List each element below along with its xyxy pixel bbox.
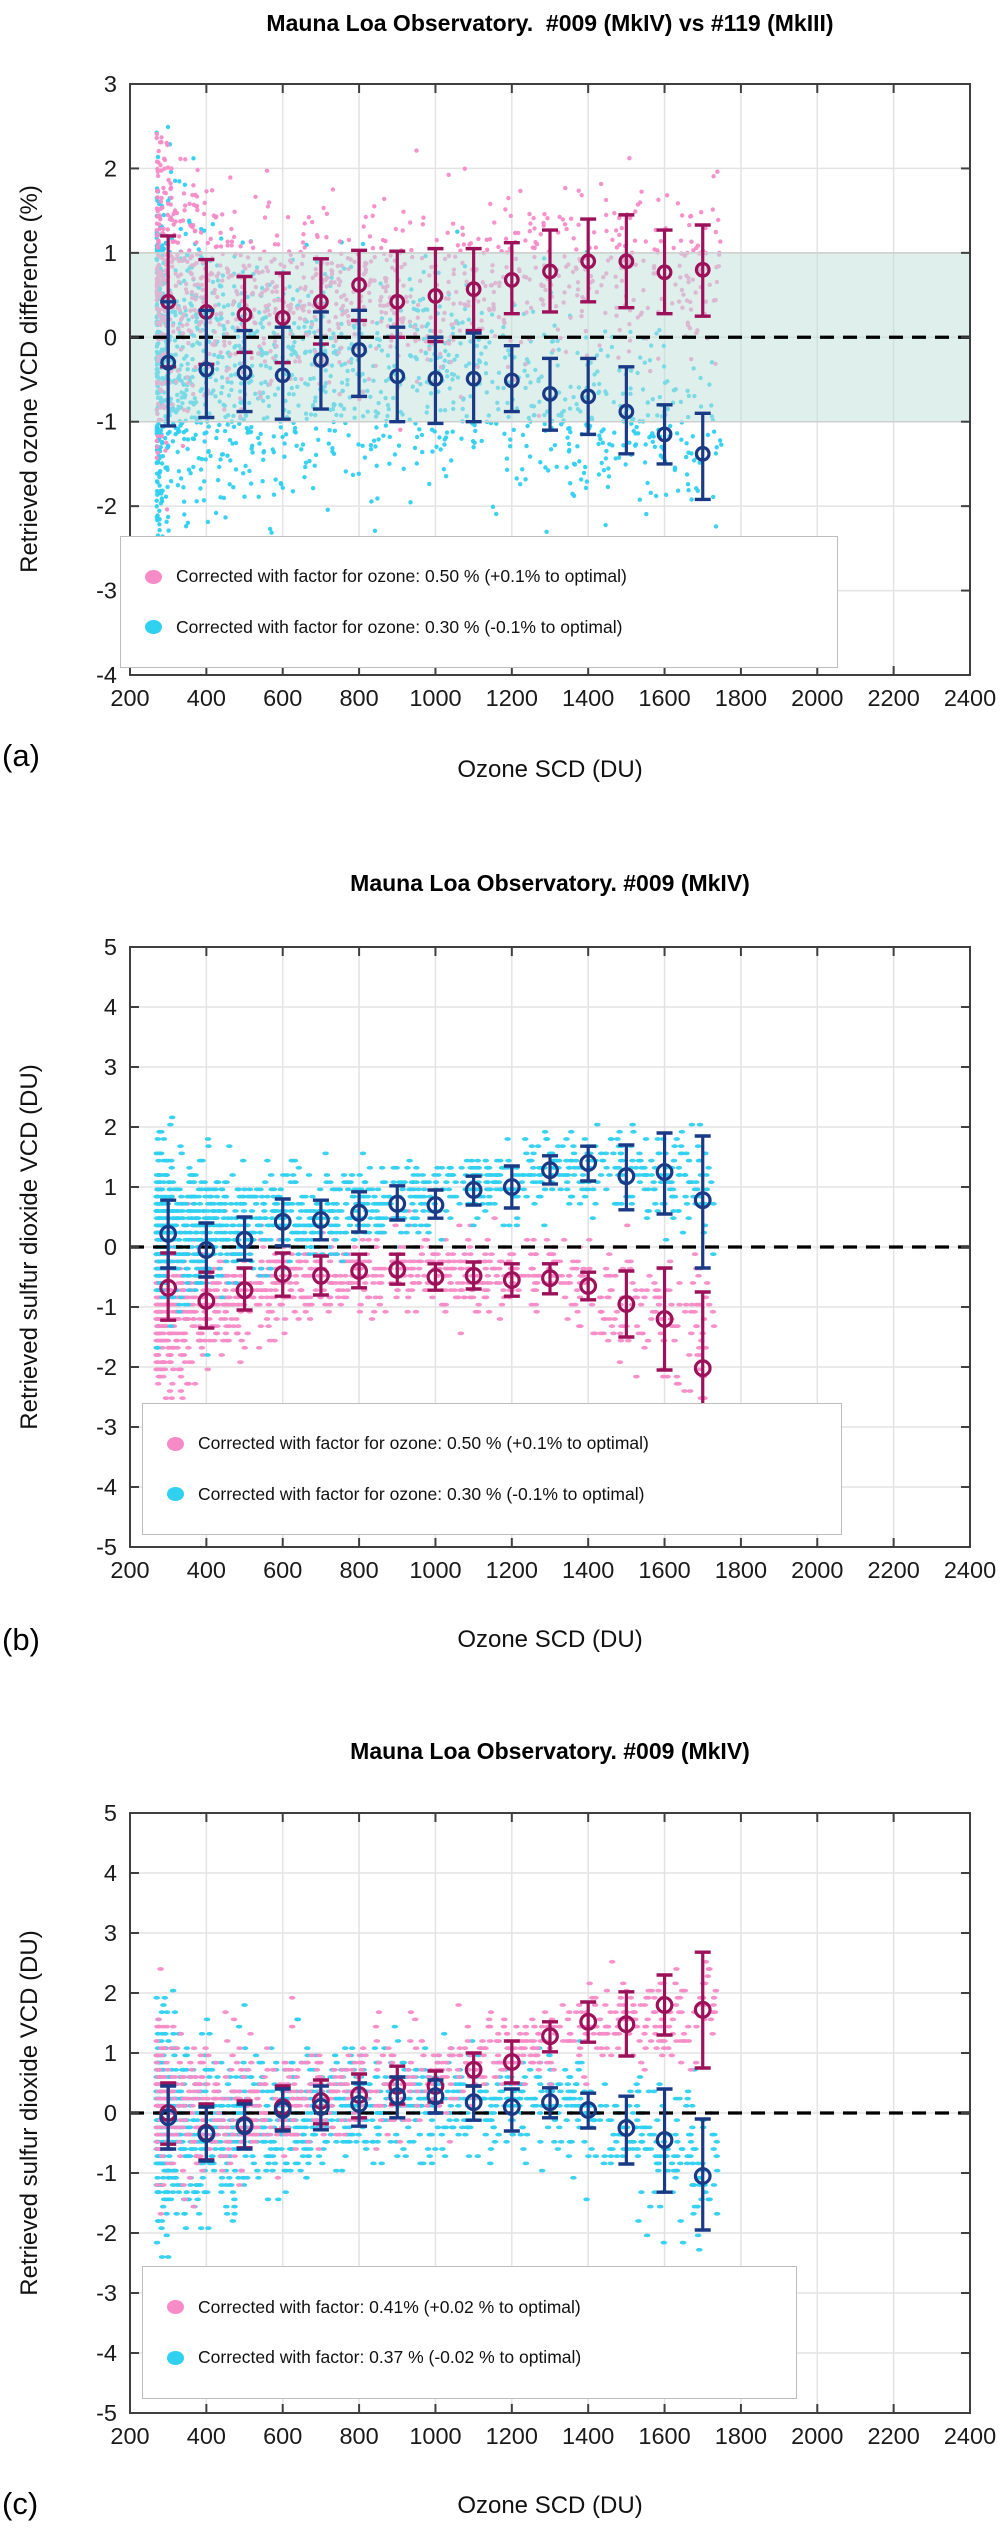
svg-text:-3: -3: [96, 578, 117, 604]
panel-b-legend: Corrected with factor for ozone: 0.50 % …: [142, 1403, 842, 1535]
panel-c-letter: (c): [2, 2486, 39, 2521]
pink-series-marker-icon: [145, 569, 162, 584]
svg-text:-4: -4: [96, 662, 117, 688]
legend-row: Corrected with factor: 0.41% (+0.02 % to…: [167, 2297, 796, 2318]
legend-row: Corrected with factor: 0.37 % (-0.02 % t…: [167, 2347, 796, 2368]
cyan-series-marker-icon: [167, 1487, 184, 1502]
svg-text:0: 0: [104, 324, 117, 350]
svg-text:1: 1: [104, 240, 117, 266]
legend-label: Corrected with factor for ozone: 0.30 % …: [198, 1483, 645, 1504]
legend-label: Corrected with factor for ozone: 0.30 % …: [176, 616, 623, 637]
svg-text:200: 200: [110, 685, 149, 711]
legend-label: Corrected with factor for ozone: 0.50 % …: [198, 1433, 649, 1454]
svg-text:1000: 1000: [409, 685, 461, 711]
legend-label: Corrected with factor: 0.41% (+0.02 % to…: [198, 2296, 581, 2317]
svg-text:1200: 1200: [486, 685, 538, 711]
panel-c-y-axis-label: Retrieved sulfur dioxide VCD (DU): [16, 1930, 43, 2296]
svg-text:-1: -1: [96, 409, 117, 435]
legend-row: Corrected with factor for ozone: 0.30 % …: [167, 1484, 841, 1505]
panel-b-title: Mauna Loa Observatory. #009 (MkIV): [350, 870, 750, 896]
panel-b-y-axis-label: Retrieved sulfur dioxide VCD (DU): [16, 1064, 43, 1430]
cyan-series-marker-icon: [145, 620, 162, 635]
legend-row: Corrected with factor for ozone: 0.50 % …: [145, 566, 837, 587]
pink-series-marker-icon: [167, 1436, 184, 1451]
legend-row: Corrected with factor for ozone: 0.50 % …: [167, 1433, 841, 1454]
panel-c-x-axis-label: Ozone SCD (DU): [457, 2492, 643, 2519]
legend-label: Corrected with factor for ozone: 0.50 % …: [176, 566, 627, 587]
panel-a-legend: Corrected with factor for ozone: 0.50 % …: [120, 536, 838, 668]
svg-text:800: 800: [339, 685, 378, 711]
svg-text:1800: 1800: [715, 685, 767, 711]
svg-text:2000: 2000: [791, 685, 843, 711]
svg-text:-2: -2: [96, 493, 117, 519]
legend-label: Corrected with factor: 0.37 % (-0.02 % t…: [198, 2347, 582, 2368]
panel-b-x-axis-label: Ozone SCD (DU): [457, 1626, 643, 1653]
panel-c-legend: Corrected with factor: 0.41% (+0.02 % to…: [142, 2266, 797, 2399]
svg-text:2200: 2200: [867, 685, 919, 711]
svg-text:600: 600: [263, 685, 302, 711]
panel-c-title: Mauna Loa Observatory. #009 (MkIV): [350, 1738, 750, 1764]
panel-a-y-axis-label: Retrieved ozone VCD difference (%): [16, 185, 43, 573]
svg-text:2: 2: [104, 155, 117, 181]
panel-a-x-axis-label: Ozone SCD (DU): [457, 756, 643, 783]
panel-a-title: Mauna Loa Observatory. #009 (MkIV) vs #1…: [266, 10, 834, 36]
pink-series-marker-icon: [167, 2300, 184, 2315]
panel-b-letter: (b): [2, 1622, 40, 1657]
svg-text:1400: 1400: [562, 685, 614, 711]
svg-text:3: 3: [104, 71, 117, 97]
svg-text:2400: 2400: [944, 685, 996, 711]
cyan-series-marker-icon: [167, 2350, 184, 2365]
svg-text:1600: 1600: [638, 685, 690, 711]
legend-row: Corrected with factor for ozone: 0.30 % …: [145, 617, 837, 638]
panel-a-letter: (a): [2, 738, 40, 773]
svg-text:400: 400: [187, 685, 226, 711]
